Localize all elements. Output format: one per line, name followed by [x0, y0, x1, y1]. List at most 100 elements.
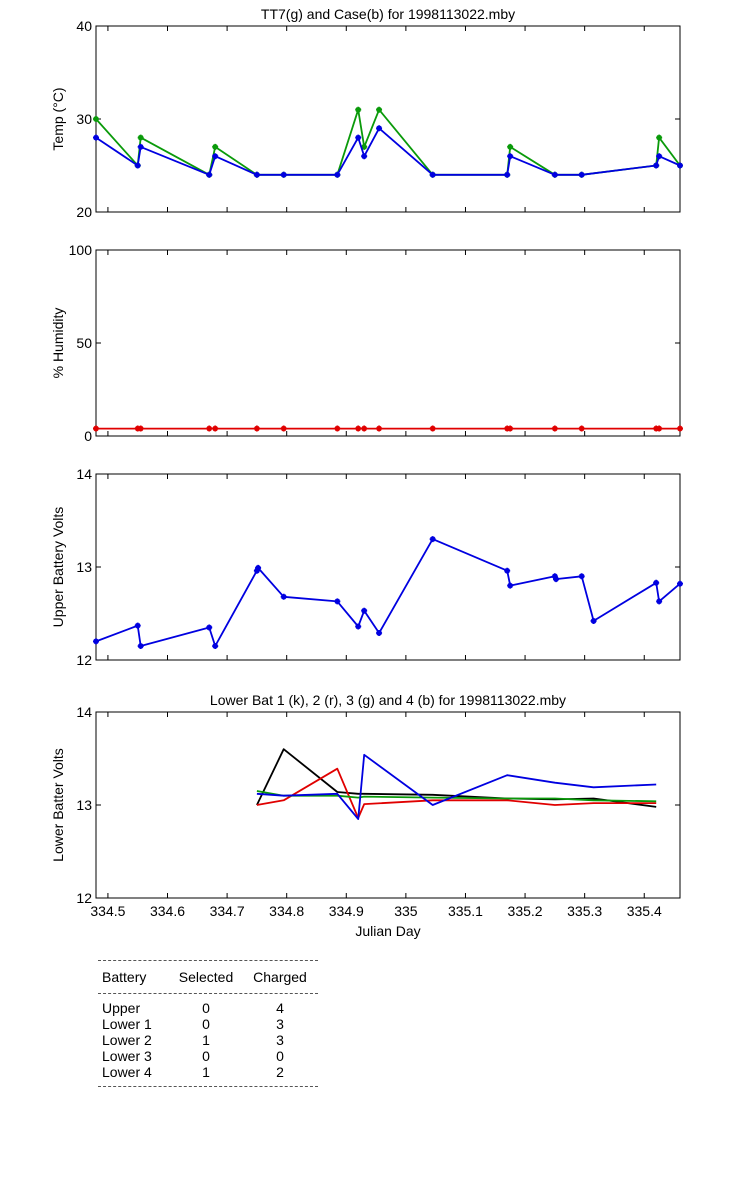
data-point	[504, 171, 511, 178]
x-tick-label: 335.2	[508, 903, 543, 919]
data-point	[93, 425, 99, 432]
data-point	[656, 598, 663, 605]
chart-title: TT7(g) and Case(b) for 1998113022.mby	[261, 6, 515, 22]
series-case	[93, 125, 683, 178]
table-row: Lower 3 0 0	[98, 1048, 318, 1064]
data-point	[653, 579, 660, 586]
data-point	[334, 598, 341, 605]
data-point	[334, 171, 341, 178]
data-point	[212, 425, 219, 432]
series-line	[95, 127, 681, 176]
chart-panel-3: Upper Battery Volts 12 13 14	[50, 466, 683, 668]
data-point	[507, 582, 514, 589]
series-lower-4	[256, 753, 657, 820]
data-point	[137, 425, 144, 432]
table-row: Lower 2 1 3	[98, 1032, 318, 1048]
battery-cell: Lower 1	[102, 1016, 152, 1032]
battery-cell: Upper	[102, 1000, 141, 1016]
data-point	[553, 576, 560, 583]
chart-panel-2: % Humidity 0 50 100	[50, 242, 683, 444]
data-point	[212, 153, 219, 160]
data-point	[429, 425, 436, 432]
chart-title: Lower Bat 1 (k), 2 (r), 3 (g) and 4 (b) …	[210, 692, 566, 708]
series-lower-3	[256, 790, 657, 803]
y-tick-label: 20	[76, 204, 92, 220]
data-point	[212, 143, 219, 150]
data-point	[212, 643, 219, 650]
data-point	[134, 622, 141, 629]
data-point	[507, 425, 514, 432]
series-tt7	[93, 106, 683, 178]
selected-cell: 0	[202, 1016, 210, 1032]
y-tick-label: 40	[76, 18, 92, 34]
charged-cell: 2	[276, 1064, 284, 1080]
x-tick-label: 335.3	[567, 903, 602, 919]
charged-cell: 0	[276, 1048, 284, 1064]
series-line	[256, 790, 657, 803]
data-point	[93, 134, 99, 141]
figure: TT7(g) and Case(b) for 1998113022.mby Tem…	[50, 6, 683, 939]
plot-frame	[95, 711, 681, 899]
battery-cell: Lower 3	[102, 1048, 152, 1064]
data-point	[656, 425, 663, 432]
data-point	[355, 425, 362, 432]
charged-cell: 3	[276, 1032, 284, 1048]
data-point	[376, 630, 383, 637]
data-point	[93, 638, 99, 645]
table-top-rule	[98, 960, 318, 961]
data-point	[376, 106, 383, 113]
data-point	[429, 536, 436, 543]
data-point	[355, 623, 362, 630]
data-point	[93, 116, 99, 122]
plot-frame	[95, 249, 681, 437]
data-point	[361, 153, 368, 160]
data-point	[361, 607, 368, 614]
battery-cell: Lower 2	[102, 1032, 152, 1048]
data-point	[137, 143, 144, 150]
data-point	[355, 134, 362, 141]
data-point	[253, 567, 260, 574]
data-point	[280, 425, 287, 432]
x-tick-label: 335.1	[448, 903, 483, 919]
data-point	[504, 567, 511, 574]
y-tick-label: 12	[76, 652, 92, 668]
series-line	[256, 767, 657, 819]
chart-panel-1: TT7(g) and Case(b) for 1998113022.mby Tem…	[50, 6, 683, 220]
data-point	[361, 425, 368, 432]
data-point	[206, 425, 213, 432]
x-tick-label: 335.4	[627, 903, 662, 919]
data-point	[137, 134, 144, 141]
data-point	[280, 593, 287, 600]
x-axis-label: Julian Day	[355, 923, 420, 939]
y-tick-label: 14	[76, 466, 92, 482]
table-row: Lower 1 0 3	[98, 1016, 318, 1032]
battery-cell: Lower 4	[102, 1064, 152, 1080]
data-point	[137, 643, 144, 650]
data-point	[255, 564, 262, 571]
series-humidity	[93, 425, 683, 432]
data-point	[551, 573, 558, 580]
selected-cell: 1	[202, 1032, 210, 1048]
charged-cell: 4	[276, 1000, 284, 1016]
x-tick-label: 334.6	[150, 903, 185, 919]
table-body: Upper 0 4 Lower 1 0 3 Lower 2 1 3 Lower …	[98, 994, 318, 1086]
table-bottom-rule	[98, 1086, 318, 1087]
header-charged: Charged	[253, 969, 307, 985]
data-point	[656, 153, 663, 160]
plot-frame	[95, 473, 681, 661]
x-tick-label: 334.9	[329, 903, 364, 919]
data-point	[206, 624, 213, 631]
x-tick-label: 334.5	[90, 903, 125, 919]
chart-panel-4: Lower Bat 1 (k), 2 (r), 3 (g) and 4 (b) …	[50, 692, 681, 939]
data-point	[280, 171, 287, 178]
header-selected: Selected	[178, 969, 234, 985]
table-header-row: Battery Selected Charged	[98, 961, 318, 993]
y-axis-label: Upper Battery Volts	[50, 507, 66, 628]
data-point	[677, 580, 683, 587]
selected-cell: 0	[202, 1048, 210, 1064]
data-point	[590, 617, 597, 624]
data-point	[253, 425, 260, 432]
y-tick-label: 100	[69, 242, 93, 258]
data-point	[653, 162, 660, 169]
y-tick-label: 13	[76, 559, 92, 575]
